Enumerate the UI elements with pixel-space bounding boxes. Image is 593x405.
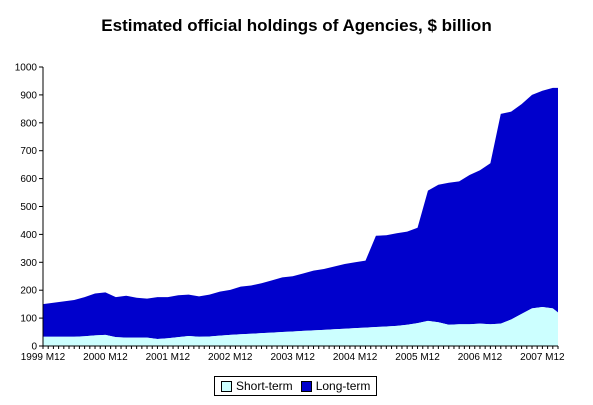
legend-label-long-term: Long-term bbox=[315, 379, 371, 393]
x-tick-label: 2001 M12 bbox=[146, 352, 191, 363]
y-tick-label: 800 bbox=[20, 118, 37, 129]
y-tick-label: 200 bbox=[20, 286, 37, 297]
x-tick-label: 2002 M12 bbox=[208, 352, 253, 363]
legend-item-long-term: Long-term bbox=[300, 379, 371, 393]
chart-title: Estimated official holdings of Agencies,… bbox=[101, 16, 492, 35]
y-tick-label: 1000 bbox=[15, 63, 38, 74]
legend: Short-term Long-term bbox=[214, 376, 378, 396]
x-tick-label: 1999 M12 bbox=[21, 352, 66, 363]
y-tick-label: 400 bbox=[20, 230, 37, 241]
y-tick-label: 900 bbox=[20, 90, 37, 101]
x-tick-label: 2006 M12 bbox=[458, 352, 503, 363]
y-tick-label: 700 bbox=[20, 146, 37, 157]
y-tick-label: 500 bbox=[20, 202, 37, 213]
legend-swatch-short-term bbox=[221, 380, 232, 392]
y-tick-label: 100 bbox=[20, 314, 37, 325]
area-series-long-term bbox=[43, 87, 558, 340]
x-tick-label: 2005 M12 bbox=[395, 352, 440, 363]
y-tick-label: 600 bbox=[20, 174, 37, 185]
area-series-short-term bbox=[43, 306, 558, 346]
legend-label-short-term: Short-term bbox=[236, 379, 293, 393]
x-tick-label: 2004 M12 bbox=[333, 352, 378, 363]
x-tick-label: 2000 M12 bbox=[83, 352, 128, 363]
y-tick-label: 300 bbox=[20, 258, 37, 269]
x-tick-label: 2003 M12 bbox=[270, 352, 315, 363]
x-tick-label: 2007 M12 bbox=[520, 352, 565, 363]
y-tick-label: 0 bbox=[31, 342, 37, 353]
legend-swatch-long-term bbox=[300, 380, 312, 392]
legend-item-short-term: Short-term bbox=[221, 379, 293, 393]
